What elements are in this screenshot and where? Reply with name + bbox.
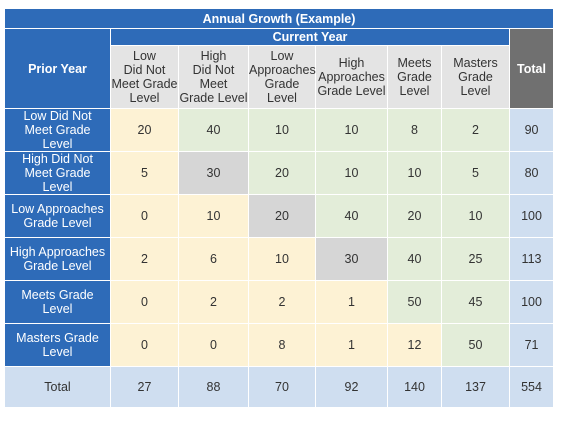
row-header-label: Meets Grade Level bbox=[21, 288, 94, 316]
table-cell: 10 bbox=[248, 108, 316, 152]
column-header-label: Masters Grade Level bbox=[453, 56, 498, 98]
table-cell: 40 bbox=[315, 194, 388, 238]
table-cell: 20 bbox=[248, 151, 316, 195]
table-cell: 2 bbox=[110, 237, 179, 281]
row-header: Low Did Not Meet Grade Level bbox=[4, 108, 111, 152]
column-total-cell: 70 bbox=[248, 366, 316, 408]
annual-growth-table-container: Annual Growth (Example) Prior Year Curre… bbox=[3, 8, 555, 408]
table-cell: 40 bbox=[387, 237, 442, 281]
table-row: Masters Grade Level 0 0 8 1 12 50 71 bbox=[4, 323, 555, 367]
table-row: Low Did Not Meet Grade Level 20 40 10 10… bbox=[4, 108, 555, 152]
column-total-cell: 92 bbox=[315, 366, 388, 408]
column-header-low-approaches: Low Approaches Grade Level bbox=[248, 45, 316, 109]
table-title: Annual Growth (Example) bbox=[3, 8, 555, 29]
row-total-cell: 100 bbox=[508, 280, 555, 324]
table-cell: 0 bbox=[110, 323, 179, 367]
column-header-high-approaches: High Approaches Grade Level bbox=[315, 45, 388, 109]
column-total-cell: 27 bbox=[110, 366, 179, 408]
table-cell: 2 bbox=[248, 280, 316, 324]
table-cell: 50 bbox=[387, 280, 442, 324]
table-cell: 2 bbox=[441, 108, 510, 152]
column-total-cell: 137 bbox=[441, 366, 510, 408]
row-total-cell: 80 bbox=[508, 151, 555, 195]
row-header: Masters Grade Level bbox=[4, 323, 111, 367]
annual-growth-table: Annual Growth (Example) Prior Year Curre… bbox=[3, 8, 555, 408]
row-header: Low Approaches Grade Level bbox=[4, 194, 111, 238]
table-cell: 20 bbox=[248, 194, 316, 238]
table-cell: 1 bbox=[315, 280, 388, 324]
column-total-cell: 140 bbox=[387, 366, 442, 408]
table-cell: 0 bbox=[178, 323, 249, 367]
column-header-low-did-not-meet: Low Did Not Meet Grade Level bbox=[110, 45, 179, 109]
column-header-high-did-not-meet: High Did Not Meet Grade Level bbox=[178, 45, 249, 109]
table-cell: 10 bbox=[315, 108, 388, 152]
row-header-label: Low Approaches Grade Level bbox=[11, 202, 104, 230]
table-row: High Approaches Grade Level 2 6 10 30 40… bbox=[4, 237, 555, 281]
row-total-cell: 100 bbox=[508, 194, 555, 238]
grand-total-cell: 554 bbox=[508, 366, 555, 408]
column-header-label: Low Approaches Grade Level bbox=[249, 49, 316, 105]
table-cell: 30 bbox=[315, 237, 388, 281]
total-column-header: Total bbox=[508, 28, 555, 109]
table-cell: 5 bbox=[441, 151, 510, 195]
prior-year-header: Prior Year bbox=[4, 28, 111, 109]
row-header: High Did Not Meet Grade Level bbox=[4, 151, 111, 195]
row-header-label: Masters Grade Level bbox=[16, 331, 99, 359]
column-header-masters: Masters Grade Level bbox=[441, 45, 510, 109]
table-cell: 20 bbox=[110, 108, 179, 152]
table-cell: 25 bbox=[441, 237, 510, 281]
totals-row-label: Total bbox=[4, 366, 111, 408]
column-header-label: Low Did Not Meet Grade Level bbox=[111, 49, 178, 105]
table-cell: 6 bbox=[178, 237, 249, 281]
row-header-label: High Approaches Grade Level bbox=[9, 245, 106, 273]
current-year-header: Current Year bbox=[110, 28, 510, 46]
table-cell: 20 bbox=[387, 194, 442, 238]
totals-row: Total 27 88 70 92 140 137 554 bbox=[4, 366, 555, 408]
table-cell: 5 bbox=[110, 151, 179, 195]
table-cell: 12 bbox=[387, 323, 442, 367]
row-total-cell: 71 bbox=[508, 323, 555, 367]
table-cell: 10 bbox=[315, 151, 388, 195]
column-header-label: High Did Not Meet Grade Level bbox=[179, 49, 248, 105]
table-cell: 10 bbox=[178, 194, 249, 238]
table-cell: 50 bbox=[441, 323, 510, 367]
table-cell: 8 bbox=[387, 108, 442, 152]
column-total-cell: 88 bbox=[178, 366, 249, 408]
table-row: Low Approaches Grade Level 0 10 20 40 20… bbox=[4, 194, 555, 238]
row-total-cell: 113 bbox=[508, 237, 555, 281]
table-cell: 30 bbox=[178, 151, 249, 195]
table-cell: 8 bbox=[248, 323, 316, 367]
table-cell: 0 bbox=[110, 194, 179, 238]
table-cell: 1 bbox=[315, 323, 388, 367]
row-header-label: High Did Not Meet Grade Level bbox=[22, 152, 93, 194]
table-cell: 10 bbox=[387, 151, 442, 195]
row-total-cell: 90 bbox=[508, 108, 555, 152]
table-cell: 2 bbox=[178, 280, 249, 324]
table-row: Meets Grade Level 0 2 2 1 50 45 100 bbox=[4, 280, 555, 324]
column-header-label: High Approaches Grade Level bbox=[317, 56, 386, 98]
row-header-label: Low Did Not Meet Grade Level bbox=[23, 109, 92, 151]
row-header: Meets Grade Level bbox=[4, 280, 111, 324]
column-header-meets: Meets Grade Level bbox=[387, 45, 442, 109]
table-row: High Did Not Meet Grade Level 5 30 20 10… bbox=[4, 151, 555, 195]
table-cell: 10 bbox=[441, 194, 510, 238]
table-cell: 45 bbox=[441, 280, 510, 324]
table-cell: 0 bbox=[110, 280, 179, 324]
row-header: High Approaches Grade Level bbox=[4, 237, 111, 281]
column-header-label: Meets Grade Level bbox=[397, 56, 432, 98]
table-cell: 40 bbox=[178, 108, 249, 152]
table-cell: 10 bbox=[248, 237, 316, 281]
